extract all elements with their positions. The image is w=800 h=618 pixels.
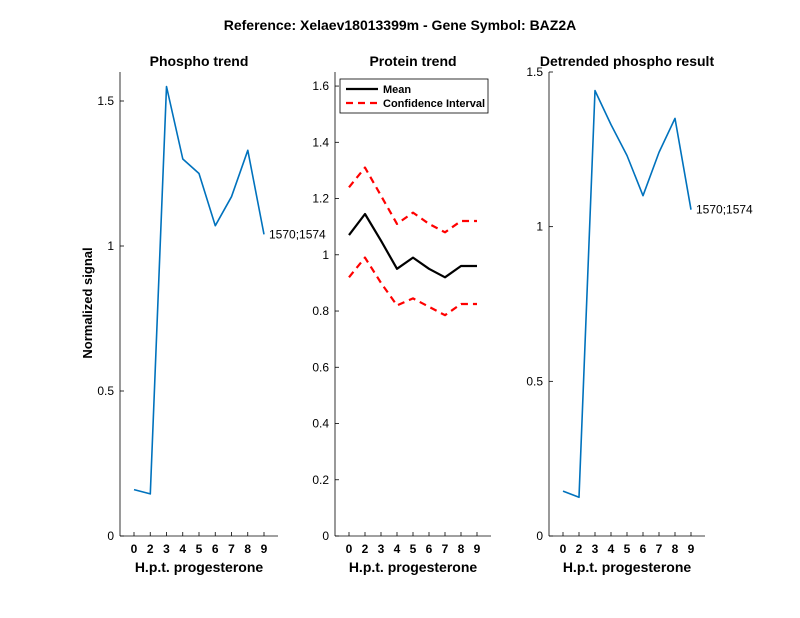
- phospho-y-tick-label: 0: [107, 529, 114, 543]
- detrended-x-tick-label: 3: [592, 542, 599, 556]
- legend-mean-label: Mean: [383, 84, 411, 96]
- detrended-axes: 00.511.50 2 3 4 5 6 7 8 9: [526, 65, 705, 556]
- phospho-trend-xlabel: H.p.t. progesterone: [135, 559, 264, 575]
- protein-x-tick-label: 3: [378, 542, 385, 556]
- protein-trend-title: Protein trend: [369, 53, 456, 69]
- detrended-title: Detrended phospho result: [540, 53, 715, 69]
- protein-trend-axes: 00.20.40.60.811.21.41.60 2 3 4 5 6 7 8 9: [312, 72, 491, 556]
- legend-box: [339, 78, 489, 114]
- phospho-trend-marks: 1570;1574: [133, 85, 326, 495]
- detrended-x-tick-label: 7: [656, 542, 663, 556]
- phospho-y-tick-label: 0.5: [97, 384, 114, 398]
- detrended-x-tick-label: 5: [624, 542, 631, 556]
- detrended-x-tick-label: 8: [672, 542, 679, 556]
- protein-trend-legend: Mean Confidence Interval: [339, 78, 489, 114]
- detrended-x-tick-label: 4: [608, 542, 615, 556]
- detrended-site-annotation: 1570;1574: [696, 203, 753, 217]
- protein-x-tick-label: 2: [362, 542, 369, 556]
- protein-x-tick-label: 4: [394, 542, 401, 556]
- phospho-trend-title: Phospho trend: [150, 53, 249, 69]
- protein-y-tick-label: 1.6: [312, 79, 329, 93]
- protein-y-tick-label: 0.8: [312, 304, 329, 318]
- detrended-x-tick-label: 6: [640, 542, 647, 556]
- phospho-trend-ylabel: Normalized signal: [80, 247, 95, 358]
- protein-y-tick-label: 0.4: [312, 417, 329, 431]
- phospho-x-tick-label: 6: [212, 542, 219, 556]
- phospho-x-tick-label: 5: [196, 542, 203, 556]
- phospho-x-tick-label: 8: [244, 542, 251, 556]
- detrended-marks: 1570;1574: [562, 89, 753, 499]
- protein-y-tick-label: 1.4: [312, 135, 329, 149]
- protein-y-tick-label: 0: [322, 529, 329, 543]
- phospho-series-line: [133, 85, 265, 495]
- protein-x-tick-label: 9: [474, 542, 481, 556]
- protein-y-tick-label: 0.2: [312, 473, 329, 487]
- detrended-panel: Detrended phospho result H.p.t. progeste…: [526, 53, 753, 575]
- detrended-xlabel: H.p.t. progesterone: [563, 559, 692, 575]
- protein-x-tick-label: 5: [410, 542, 417, 556]
- protein-mean-line: [348, 212, 477, 279]
- protein-ci-upper-line: [348, 166, 477, 234]
- detrended-y-tick-label: 0: [536, 529, 543, 543]
- detrended-x-tick-label: 0: [560, 542, 567, 556]
- figure-suptitle: Reference: Xelaev18013399m - Gene Symbol…: [224, 17, 577, 33]
- protein-x-tick-label: 7: [442, 542, 449, 556]
- protein-trend-xlabel: H.p.t. progesterone: [349, 559, 478, 575]
- protein-y-tick-label: 0.6: [312, 360, 329, 374]
- detrended-y-tick-label: 0.5: [526, 374, 543, 388]
- detrended-x-tick-label: 9: [688, 542, 695, 556]
- legend-ci-label: Confidence Interval: [383, 98, 485, 110]
- phospho-x-tick-label: 2: [147, 542, 154, 556]
- protein-ci-lower-line: [348, 256, 477, 317]
- protein-x-tick-label: 8: [458, 542, 465, 556]
- protein-y-tick-label: 1.2: [312, 192, 329, 206]
- protein-trend-panel: Protein trend H.p.t. progesterone 0 0.2 0.…: [312, 53, 491, 575]
- phospho-x-tick-label: 9: [261, 542, 268, 556]
- detrended-y-tick-label: 1: [536, 220, 543, 234]
- detrended-series-line: [562, 89, 692, 499]
- phospho-y-tick-label: 1.5: [97, 94, 114, 108]
- phospho-x-tick-label: 0: [131, 542, 138, 556]
- phospho-y-tick-label: 1: [107, 239, 114, 253]
- phospho-trend-panel: Phospho trend Normalized signal H.p.t. p…: [80, 53, 326, 575]
- detrended-x-tick-label: 2: [576, 542, 583, 556]
- protein-y-tick-label: 1: [322, 248, 329, 262]
- phospho-site-annotation: 1570;1574: [269, 227, 326, 241]
- phospho-trend-axes: 00.511.50 2 3 4 5 6 7 8 9: [97, 72, 278, 556]
- phospho-x-tick-label: 7: [228, 542, 235, 556]
- phospho-x-tick-label: 3: [163, 542, 170, 556]
- detrended-y-tick-label: 1.5: [526, 65, 543, 79]
- protein-x-tick-label: 6: [426, 542, 433, 556]
- phospho-x-tick-label: 4: [179, 542, 186, 556]
- protein-x-tick-label: 0: [346, 542, 353, 556]
- protein-trend-marks: [348, 166, 477, 317]
